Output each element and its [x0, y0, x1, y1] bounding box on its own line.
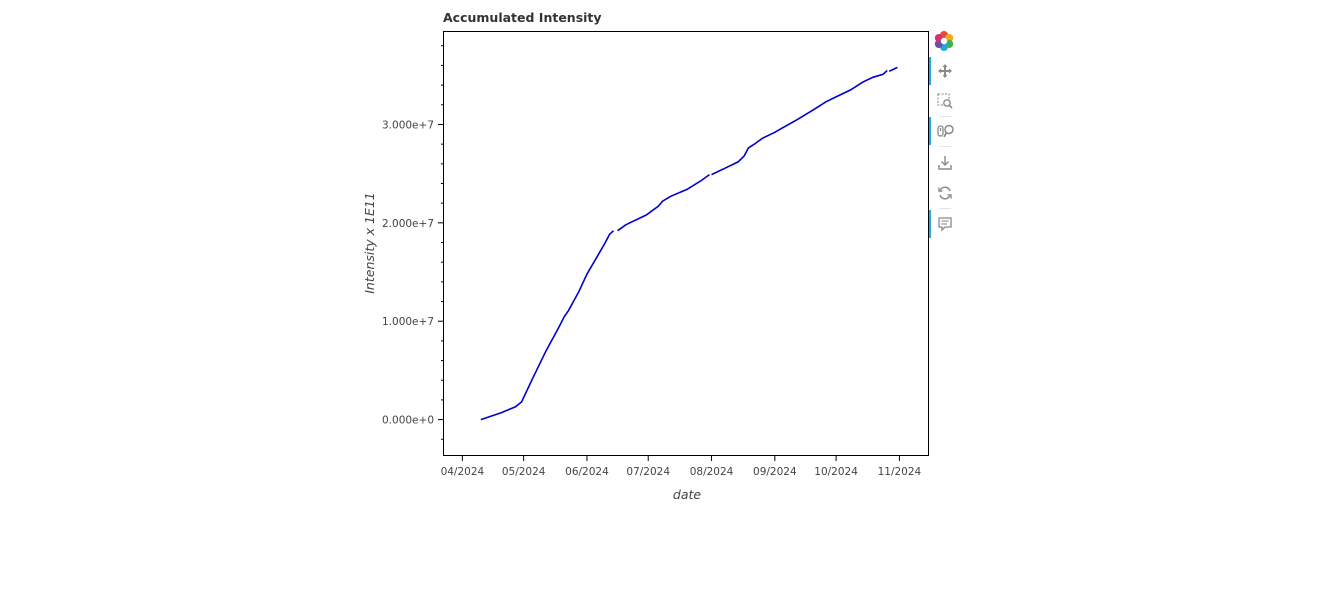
x-tick-label: 10/2024	[814, 466, 858, 478]
y-tick-label: 3.000e+7	[382, 119, 434, 131]
wheel-zoom-active-indicator	[929, 117, 931, 145]
hover-tool-button[interactable]	[929, 210, 961, 238]
toolbar-divider	[939, 146, 951, 147]
pan-tool-active-indicator	[929, 57, 931, 85]
x-tick-label: 06/2024	[565, 466, 609, 478]
pan-tool-icon	[938, 64, 952, 78]
pan-tool-button[interactable]	[929, 57, 961, 85]
series-line-group	[480, 66, 898, 421]
y-tick-label: 2.000e+7	[382, 218, 434, 230]
y-axis: 0.000e+0 1.000e+7 2.000e+7 3.000e+7	[382, 45, 444, 440]
series-line-segment	[711, 69, 888, 176]
wheel-zoom-tool-icon	[937, 124, 954, 138]
save-tool-button[interactable]	[929, 149, 961, 177]
box-zoom-tool-icon	[937, 93, 953, 109]
y-tick-label: 0.000e+0	[382, 415, 434, 427]
x-axis-label: date	[673, 487, 701, 502]
series-line-segment	[888, 66, 898, 73]
toolbar-divider	[939, 208, 951, 209]
y-axis-label: Intensity x 1E11	[362, 192, 377, 294]
hover-tool-active-indicator	[929, 210, 931, 238]
series-line-segment	[480, 230, 615, 421]
x-tick-label: 05/2024	[502, 466, 546, 478]
box-zoom-tool-button[interactable]	[929, 87, 961, 115]
reset-tool-button[interactable]	[929, 179, 961, 207]
x-tick-label: 09/2024	[753, 466, 797, 478]
bokeh-logo[interactable]	[929, 28, 961, 56]
toolbar-divider	[939, 116, 951, 117]
series-line-segment	[617, 173, 710, 232]
reset-tool-icon	[938, 186, 952, 200]
wheel-zoom-tool-button[interactable]	[929, 117, 961, 145]
x-tick-label: 04/2024	[441, 466, 485, 478]
y-tick-label: 1.000e+7	[382, 316, 434, 328]
x-tick-label: 08/2024	[690, 466, 734, 478]
x-tick-label: 07/2024	[626, 466, 670, 478]
bokeh-logo-icon	[934, 31, 954, 51]
plot-area[interactable]	[443, 31, 929, 456]
hover-tool-icon	[938, 217, 952, 232]
x-tick-label: 11/2024	[878, 466, 922, 478]
x-axis: 04/2024 05/2024 06/2024 07/2024 08/2024 09/20…	[441, 455, 922, 478]
chart-title: Accumulated Intensity	[443, 10, 602, 25]
save-tool-icon	[938, 156, 952, 170]
